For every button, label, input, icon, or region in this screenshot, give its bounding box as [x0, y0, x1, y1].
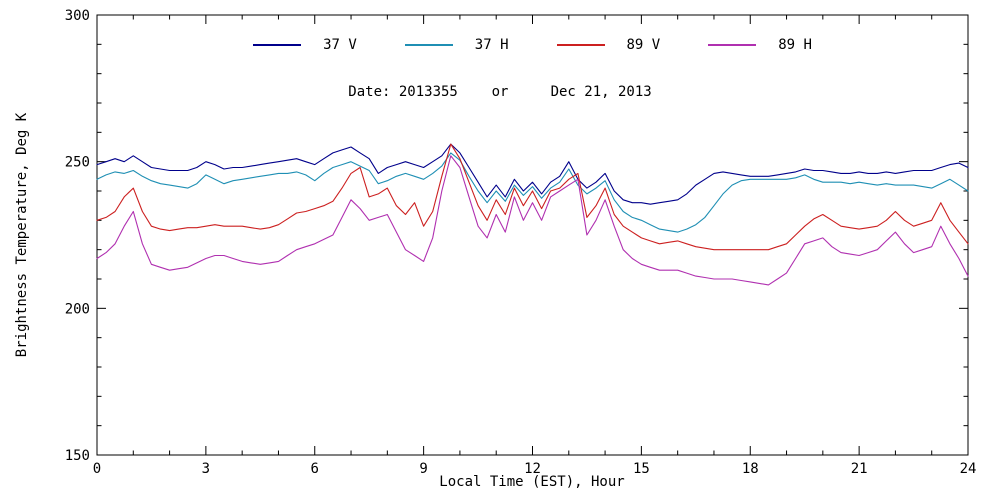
x-tick-label: 21 [851, 461, 868, 477]
y-tick-label: 200 [65, 301, 90, 317]
legend-label: 89 H [778, 37, 812, 53]
x-axis-tick-labels: 0 3 6 9 12 15 18 21 24 [93, 461, 977, 477]
y-tick-label: 150 [65, 448, 90, 464]
legend-item-89-v: 89 V [556, 37, 661, 53]
legend-line-swatch [708, 44, 757, 46]
plot-frame [96, 14, 969, 456]
series-line-89-h [96, 155, 969, 286]
y-axis-ticks [97, 14, 968, 456]
series-line-37-h [96, 152, 969, 233]
legend-line-swatch [556, 44, 605, 46]
legend: 37 V 37 H 89 V 89 H [97, 37, 968, 53]
y-tick-label: 250 [65, 155, 90, 171]
y-axis-tick-labels: 150 200 250 300 [65, 8, 90, 464]
y-tick-label: 300 [65, 8, 90, 24]
legend-label: 37 V [323, 37, 357, 53]
legend-label: 37 H [474, 37, 509, 53]
legend-item-37-h: 37 H [404, 37, 509, 53]
x-tick-label: 12 [524, 461, 541, 477]
x-tick-label: 9 [419, 461, 427, 477]
legend-item-89-h: 89 H [708, 37, 812, 53]
series-line-89-v [96, 143, 969, 251]
legend-item-37-v: 37 V [253, 37, 357, 53]
x-tick-label: 18 [742, 461, 759, 477]
y-axis-label: Brightness Temperature, Deg K [14, 112, 30, 358]
date-annotation: Date: 2013355 or Dec 21, 2013 [348, 84, 652, 100]
series-line-37-v [96, 143, 969, 205]
series-lines [96, 143, 969, 286]
legend-label: 89 V [626, 37, 661, 53]
x-tick-label: 24 [960, 461, 977, 477]
legend-line-swatch [253, 44, 302, 46]
legend-line-swatch [404, 44, 453, 46]
x-tick-label: 0 [93, 461, 101, 477]
x-tick-label: 6 [311, 461, 319, 477]
x-tick-label: 3 [202, 461, 210, 477]
x-tick-label: 15 [633, 461, 650, 477]
x-axis-ticks [96, 15, 969, 455]
x-axis-label: Local Time (EST), Hour [439, 474, 625, 490]
